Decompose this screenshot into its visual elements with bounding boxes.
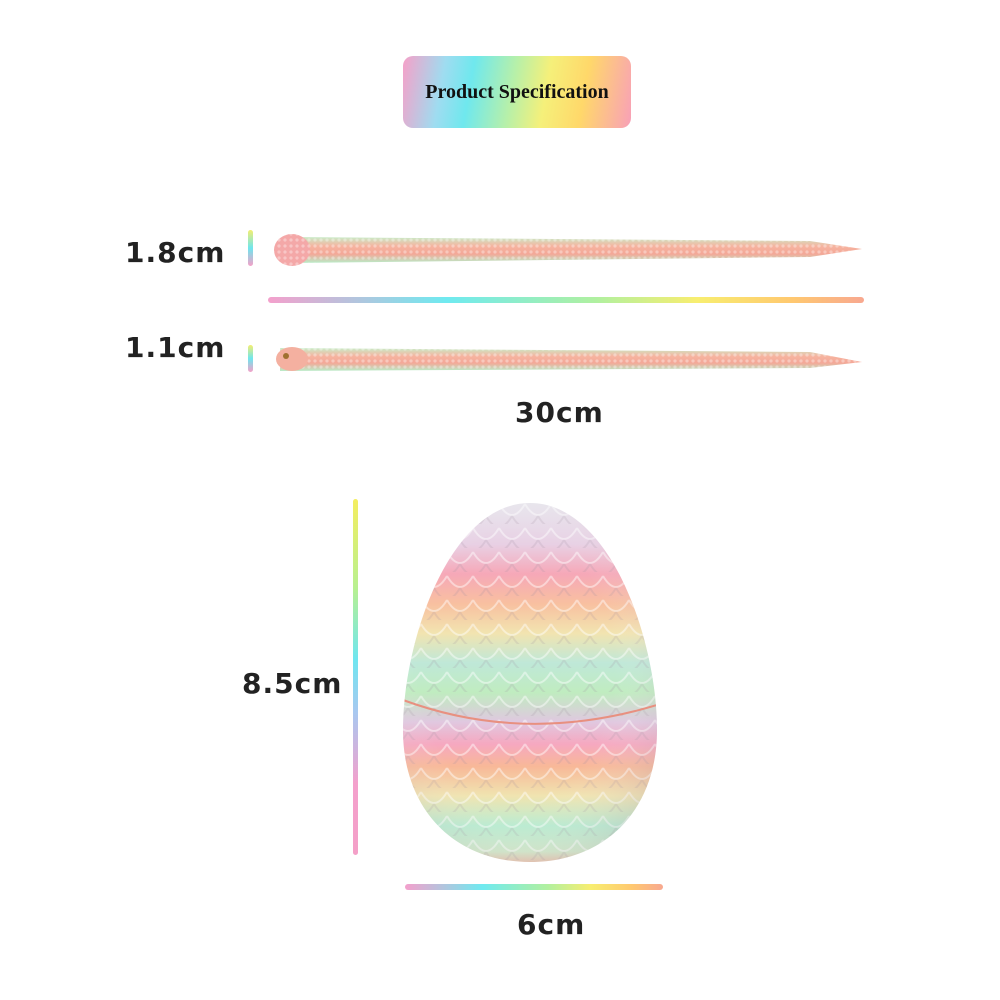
large-snake-image [274, 234, 862, 266]
egg-height-bar [353, 499, 358, 855]
egg-image [403, 503, 657, 862]
egg-height-label: 8.5cm [242, 667, 343, 700]
large-snake-diameter-label: 1.8cm [125, 236, 226, 269]
product-specification-title: Product Specification [403, 56, 631, 128]
egg-width-bar [405, 884, 663, 890]
snake-length-bar [268, 297, 864, 303]
large-snake-diameter-bar [248, 230, 253, 266]
small-snake-diameter-bar [248, 345, 253, 372]
snake-length-label: 30cm [515, 396, 604, 429]
small-snake-image [276, 347, 862, 371]
small-snake-diameter-label: 1.1cm [125, 331, 226, 364]
egg-width-label: 6cm [517, 908, 586, 941]
